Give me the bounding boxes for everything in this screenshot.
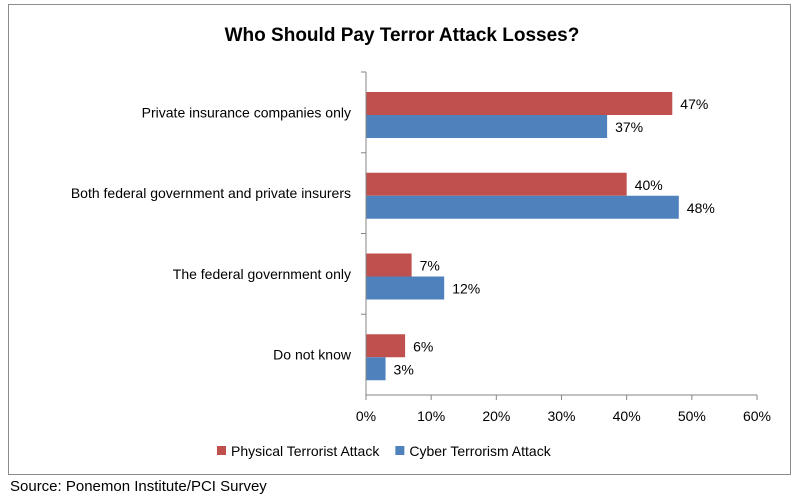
data-label: 7% bbox=[420, 258, 440, 274]
x-tick-label: 60% bbox=[743, 408, 771, 424]
x-tick-label: 10% bbox=[417, 408, 445, 424]
data-label: 37% bbox=[615, 119, 643, 135]
bar bbox=[366, 334, 406, 358]
data-label: 6% bbox=[413, 338, 433, 354]
bar bbox=[366, 172, 627, 196]
data-label: 47% bbox=[680, 96, 708, 112]
bar bbox=[366, 92, 673, 115]
category-label: Private insurance companies only bbox=[142, 104, 351, 120]
data-label: 40% bbox=[635, 177, 663, 193]
category-label: The federal government only bbox=[173, 266, 351, 282]
data-label: 48% bbox=[687, 200, 715, 216]
data-label: 12% bbox=[452, 281, 480, 297]
chart-frame bbox=[8, 4, 791, 475]
legend-swatch bbox=[395, 446, 405, 455]
legend-label: Cyber Terrorism Attack bbox=[409, 443, 551, 459]
x-tick-label: 30% bbox=[547, 408, 575, 424]
bar bbox=[366, 115, 608, 138]
category-label: Both federal government and private insu… bbox=[71, 185, 351, 201]
legend-swatch bbox=[217, 446, 226, 455]
source-note: Source: Ponemon Institute/PCI Survey bbox=[10, 478, 267, 495]
bar bbox=[366, 195, 679, 219]
chart-title: Who Should Pay Terror Attack Losses? bbox=[225, 25, 580, 46]
data-label: 3% bbox=[394, 361, 414, 377]
x-tick-label: 20% bbox=[482, 408, 510, 424]
x-tick-label: 0% bbox=[356, 408, 376, 424]
x-tick-label: 40% bbox=[613, 408, 641, 424]
legend-label: Physical Terrorist Attack bbox=[231, 443, 380, 459]
bar bbox=[366, 253, 412, 277]
bar bbox=[366, 357, 386, 381]
bar bbox=[366, 276, 445, 300]
category-label: Do not know bbox=[273, 347, 352, 363]
x-tick-label: 50% bbox=[678, 408, 706, 424]
